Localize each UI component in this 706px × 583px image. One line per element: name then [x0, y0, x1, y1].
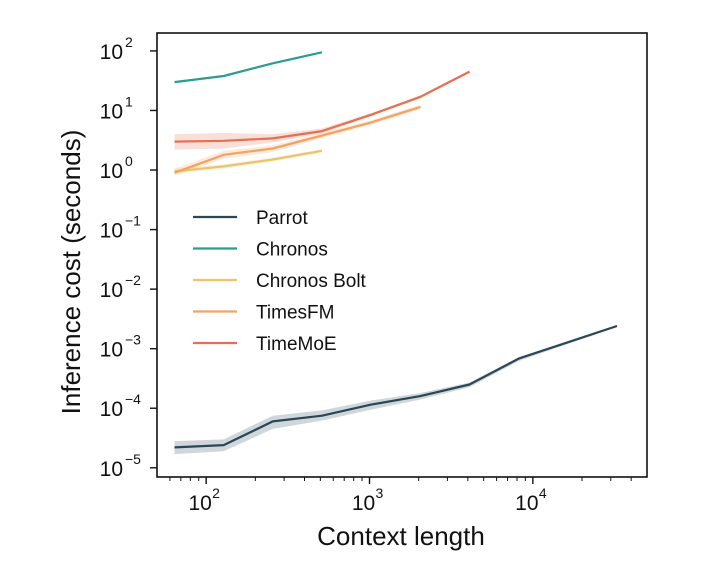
series-lines	[174, 51, 618, 449]
y-tick-label: 10	[100, 160, 123, 183]
timemoe-line	[174, 70, 471, 143]
parrot-line	[174, 324, 618, 449]
legend-label: Chronos Bolt	[256, 271, 367, 292]
y-tick-exponent: 1	[125, 93, 133, 109]
timesfm-band	[174, 104, 421, 176]
y-tick-exponent: −3	[125, 332, 141, 348]
x-tick-label: 10	[188, 492, 211, 515]
plot-frame	[156, 32, 648, 478]
timesfm-line	[174, 105, 421, 174]
legend-label: TimeMoE	[256, 334, 337, 355]
parrot-band	[174, 325, 617, 455]
chronos-bolt-line	[174, 149, 323, 173]
y-tick-exponent: 0	[125, 153, 133, 169]
y-tick-label: 10	[100, 41, 123, 64]
x-axis-ticks: 10 2 10 3 10 4	[169, 477, 632, 515]
legend-label: TimesFM	[256, 303, 334, 324]
y-tick-exponent: −5	[125, 451, 141, 467]
y-tick-exponent: −4	[125, 391, 141, 407]
y-tick-label: 10	[100, 100, 123, 123]
y-tick-label: 10	[100, 220, 123, 243]
y-tick-label: 10	[100, 279, 123, 302]
chronos-line	[174, 51, 323, 84]
y-tick-exponent: −2	[125, 272, 141, 288]
x-tick-exponent: 4	[539, 485, 547, 501]
x-axis-label: Context length	[317, 521, 485, 551]
y-tick-exponent: 2	[125, 34, 133, 50]
legend: Parrot Chronos Chronos Bolt TimesFM TimeMoE	[193, 208, 367, 355]
x-tick-label: 10	[515, 492, 538, 515]
y-axis-label: Inference cost (seconds)	[56, 130, 86, 415]
y-tick-label: 10	[100, 398, 123, 421]
confidence-bands	[174, 51, 617, 455]
y-tick-label: 10	[100, 458, 123, 481]
x-tick-exponent: 2	[212, 485, 220, 501]
legend-label: Chronos	[256, 240, 328, 261]
legend-label: Parrot	[256, 208, 308, 229]
x-tick-exponent: 3	[376, 485, 384, 501]
y-tick-label: 10	[100, 339, 123, 362]
y-tick-exponent: −1	[125, 213, 141, 229]
x-tick-label: 10	[352, 492, 375, 515]
